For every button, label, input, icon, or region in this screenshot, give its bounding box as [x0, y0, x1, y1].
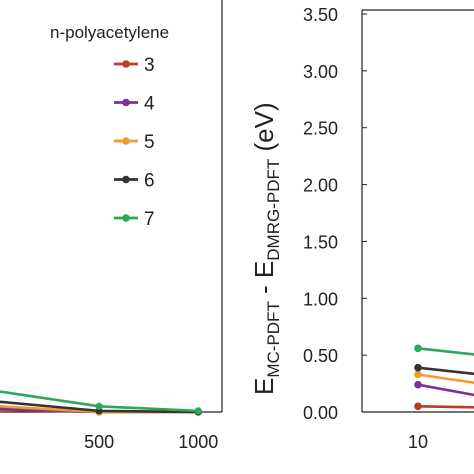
legend-label-6: 6: [144, 171, 155, 192]
right-y-tick-label: 1.00: [303, 289, 338, 309]
right-series-line-4: [417, 383, 474, 397]
left-series-point-7: [194, 407, 202, 415]
legend-title: n-polyacetylene: [50, 23, 169, 42]
legend-marker-6: [122, 175, 130, 184]
right-series-point-3: [414, 402, 422, 411]
left-x-tick-label: 1000: [178, 432, 218, 452]
right-x-tick-label: 10: [408, 432, 428, 452]
legend-marker-3: [122, 60, 130, 68]
legend-label-3: 3: [144, 55, 155, 76]
legend-label-5: 5: [144, 132, 155, 153]
right-y-tick-label: 2.00: [303, 176, 338, 196]
right-series-line-3: [417, 405, 474, 409]
ylabel-e1: E: [249, 378, 279, 395]
right-y-tick-label: 2.50: [303, 119, 338, 139]
right-series-point-7: [414, 344, 422, 353]
right-y-tick-label: 3.50: [303, 5, 338, 25]
legend-marker-7: [122, 214, 130, 222]
legend-marker-5: [122, 137, 130, 145]
right-y-axis-title: EMC-PDFT - EDMRG-PDFT (eV): [249, 102, 283, 395]
legend-label-4: 4: [144, 94, 155, 115]
left-x-tick-label: 500: [84, 432, 114, 452]
legend-label-7: 7: [144, 209, 155, 230]
right-y-tick-label: 3.00: [303, 62, 338, 82]
right-series-point-6: [414, 363, 422, 372]
left-series-point-7: [95, 402, 103, 410]
ylabel-unit: (eV): [249, 102, 279, 158]
right-series-line-7: [417, 347, 474, 356]
right-y-tick-label: 1.50: [303, 232, 338, 252]
left-plot: 500 1000 n-polyacetylene 3 4 5 6 7: [0, 0, 223, 452]
right-series-point-4: [414, 380, 422, 389]
right-y-tick-label: 0.50: [303, 346, 338, 366]
right-series-point-5: [414, 370, 422, 379]
right-series-line-5: [417, 373, 474, 385]
ylabel-sub1: MC-PDFT: [264, 301, 283, 377]
ylabel-mid: - E: [249, 261, 279, 301]
legend-marker-4: [122, 98, 130, 107]
right-series-line-6: [417, 366, 474, 376]
ylabel-sub2: DMRG-PDFT: [264, 159, 283, 261]
right-y-tick-label: 0.00: [303, 403, 338, 423]
right-plot: 0.00 0.50 1.00 1.50 2.00 2.50 3.00 3.50 10 EMC-PD…: [249, 5, 474, 452]
